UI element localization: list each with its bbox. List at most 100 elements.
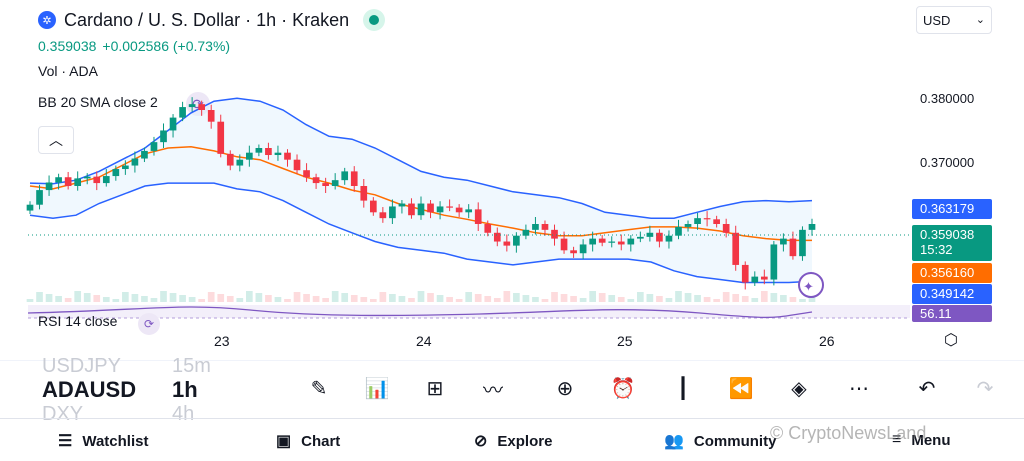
volume-bar [770,293,778,302]
candle-body [570,250,577,254]
nav-menu[interactable]: ≡ Menu [892,431,951,449]
symbol-title-row[interactable]: ✲ Cardano / U. S. Dollar · 1h · Kraken [38,9,386,31]
undo-icon[interactable]: ↶ [918,377,936,400]
nav-community[interactable]: 👥 Community [664,431,776,451]
ghost-symbol-below: DXY [42,403,84,425]
volume-bar [74,291,82,302]
candle-body [303,170,310,178]
volume-bar [389,294,396,302]
candle-body [102,176,110,184]
redo-icon[interactable]: ↷ [976,377,994,400]
ghost-interval-above: 15m [172,355,211,377]
currency-select[interactable]: USD ⌄ [916,6,992,34]
volume-bar [455,299,463,302]
volume-bar [684,293,692,302]
symbol-picker[interactable]: ADAUSD [42,377,137,402]
replay-icon[interactable]: ⏪ [728,377,754,400]
volume-bar [255,293,263,302]
volume-bar [284,299,291,302]
candle-body [83,176,91,179]
volume-bar [360,297,368,302]
volume-bar [551,292,558,302]
candle-body [226,153,234,166]
candle-body [799,229,806,257]
volume-bar [474,294,482,302]
volume-bar [369,299,377,302]
bollinger-legend[interactable]: BB 20 SMA close 2 [38,94,158,110]
volume-bar [694,295,701,302]
draw-icon[interactable]: ✎ [310,377,328,400]
candle-body [36,190,43,205]
candle-body [331,180,339,186]
more-icon[interactable]: ⋯ [849,377,869,400]
volume-bar [589,291,596,302]
collapse-legend-button[interactable]: ︿ [38,126,74,154]
watchlist-icon: ☰ [58,433,73,450]
volume-bar [341,293,349,302]
volume-bar [198,299,205,302]
symbol-title[interactable]: Cardano / U. S. Dollar · 1h · Kraken [64,9,350,30]
volume-bar [265,295,272,302]
volume-bar [570,296,577,302]
volume-bar [122,292,129,302]
candles [26,97,816,290]
compare-icon[interactable]: 〰 [483,379,503,402]
price-row: 0.359038 +0.002586 (+0.73%) [38,38,230,54]
volume-bar [665,298,673,302]
candle-body [284,152,291,160]
volume-bar [751,298,759,302]
volume-legend[interactable]: Vol · ADA [38,63,98,79]
volume-bar [398,296,406,302]
candle-body [93,176,101,184]
candle-body [408,203,415,216]
candle-body [217,121,225,154]
price-tick-0370: 0.370000 [920,155,975,170]
candle-body [627,238,635,245]
volume-bar [627,299,635,302]
candle-body [808,224,816,230]
candle-body [522,229,530,236]
volume-bar [675,291,682,302]
candle-body [160,130,167,143]
volume-bar [608,295,616,302]
chart-icon: ▣ [276,433,292,450]
volume-bar [503,291,511,302]
nav-chart[interactable]: ▣ Chart [276,431,340,451]
time-tick-24: 24 [416,333,432,349]
candle-body [207,110,215,122]
settings-icon[interactable]: ⬡ [944,332,958,349]
layout-icon[interactable]: ⊞ [426,377,444,400]
layers-icon[interactable]: ◈ [791,377,807,400]
ghost-interval-below: 4h [172,403,195,425]
nav-explore[interactable]: ⊘ Explore [474,431,552,451]
candle-body [26,204,34,211]
volume-bar [579,298,587,302]
volume-bar [513,293,520,302]
volume-bar [617,297,625,302]
candle-body [236,159,244,166]
indicators-icon[interactable]: 📊 [364,377,390,400]
nav-watchlist[interactable]: ☰ Watchlist [58,431,148,451]
candle-body [122,165,129,170]
bar-type-icon[interactable]: ┃ [676,377,690,400]
candle-body [513,235,520,246]
volume-bar [427,293,434,302]
candle-body [255,148,263,153]
volume-bar [408,298,415,302]
chart-header: ✲ Cardano / U. S. Dollar · 1h · Kraken U… [0,0,1024,154]
candle-body [246,152,253,160]
candle-body [789,238,797,257]
rsi-legend[interactable]: RSI 14 close [38,313,118,329]
refresh-icon[interactable]: ⟳ [138,313,160,335]
price-tick-0380: 0.380000 [920,91,975,106]
add-icon[interactable]: ⊕ [556,377,574,400]
volume-bar [188,297,196,302]
market-status-icon[interactable] [363,9,386,31]
volume-bars [26,291,816,302]
interval-picker[interactable]: 1h [172,377,198,402]
alert-icon[interactable]: ⏰ [610,377,636,400]
candle-body [560,238,568,251]
volume-bar [179,295,186,302]
candle-body [493,232,501,242]
